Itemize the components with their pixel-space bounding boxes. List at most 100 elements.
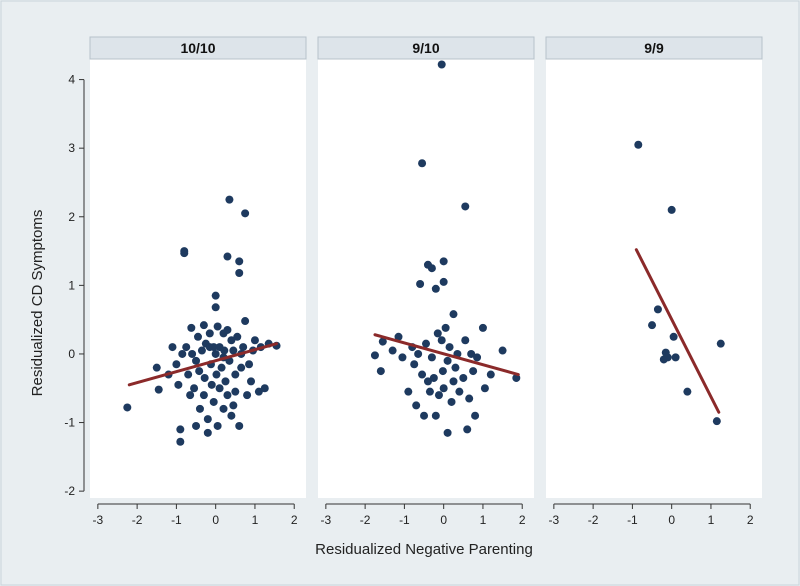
data-point bbox=[449, 310, 458, 319]
data-point bbox=[207, 380, 216, 389]
data-point bbox=[237, 363, 246, 372]
data-point bbox=[445, 343, 454, 352]
data-point bbox=[195, 404, 204, 413]
x-tick-label: 0 bbox=[440, 513, 447, 527]
x-tick-label: 0 bbox=[212, 513, 219, 527]
x-tick-label: -3 bbox=[549, 513, 560, 527]
data-point bbox=[176, 425, 185, 434]
data-point bbox=[443, 356, 452, 365]
y-tick-label: -2 bbox=[64, 484, 75, 498]
data-point bbox=[178, 349, 187, 358]
data-point bbox=[634, 140, 643, 149]
data-point bbox=[211, 303, 220, 312]
data-point bbox=[231, 387, 240, 396]
data-point bbox=[239, 343, 248, 352]
data-point bbox=[422, 339, 430, 348]
data-point bbox=[223, 325, 232, 334]
data-point bbox=[217, 363, 226, 372]
y-tick-label: 4 bbox=[68, 73, 75, 87]
data-point bbox=[211, 349, 220, 358]
data-point bbox=[211, 291, 220, 300]
y-tick-label: 3 bbox=[68, 141, 75, 155]
data-point bbox=[398, 353, 407, 362]
data-point bbox=[465, 394, 474, 403]
data-point bbox=[213, 421, 222, 430]
data-point bbox=[223, 391, 232, 400]
y-axis-title: Residualized CD Symptoms bbox=[29, 210, 46, 397]
data-point bbox=[463, 425, 472, 434]
data-point bbox=[712, 417, 721, 426]
data-point bbox=[498, 346, 507, 355]
data-point bbox=[186, 391, 195, 400]
data-point bbox=[447, 397, 456, 406]
data-point bbox=[241, 317, 250, 326]
data-point bbox=[184, 370, 193, 379]
data-point bbox=[203, 415, 212, 424]
fit-line bbox=[127, 342, 279, 387]
data-point bbox=[254, 387, 263, 396]
data-point bbox=[220, 346, 229, 355]
fit-line bbox=[373, 333, 520, 377]
panel-plot-area bbox=[318, 59, 534, 498]
data-point bbox=[241, 209, 250, 218]
data-point bbox=[437, 60, 446, 69]
data-point bbox=[229, 346, 238, 355]
data-point bbox=[661, 348, 670, 357]
data-point bbox=[209, 397, 218, 406]
data-point bbox=[459, 373, 468, 382]
fit-line bbox=[634, 248, 721, 414]
data-point bbox=[225, 195, 234, 204]
x-tick-label: -1 bbox=[171, 513, 182, 527]
data-point bbox=[439, 384, 448, 393]
data-point bbox=[648, 321, 657, 330]
panel-title: 9/9 bbox=[644, 40, 664, 56]
x-tick-label: -3 bbox=[93, 513, 104, 527]
x-tick-label: -1 bbox=[627, 513, 638, 527]
x-tick-label: -2 bbox=[360, 513, 371, 527]
data-point bbox=[671, 353, 680, 362]
data-point bbox=[667, 205, 676, 214]
data-point bbox=[199, 391, 208, 400]
panel-title: 9/10 bbox=[412, 40, 439, 56]
data-point bbox=[123, 403, 132, 412]
data-point bbox=[213, 322, 222, 331]
data-point bbox=[461, 336, 470, 345]
data-point bbox=[439, 257, 448, 266]
data-point bbox=[221, 377, 230, 386]
data-point bbox=[437, 336, 446, 345]
data-point bbox=[223, 252, 232, 261]
data-point bbox=[199, 321, 208, 330]
data-point bbox=[231, 370, 240, 379]
data-point bbox=[370, 351, 379, 360]
data-point bbox=[212, 370, 221, 379]
data-point bbox=[376, 367, 385, 376]
data-point bbox=[431, 411, 440, 420]
data-point bbox=[197, 346, 206, 355]
data-point bbox=[192, 421, 201, 430]
panels: 10/10 -3 -2 -1 0 1 2 9/10 -3 -2 -1 0 1 2 9/9 -3 -2 -1 0 1 2 -… bbox=[64, 36, 763, 527]
x-tick-label: 1 bbox=[708, 513, 715, 527]
data-point bbox=[449, 377, 458, 386]
data-point bbox=[235, 257, 244, 266]
panel-plot-area bbox=[546, 59, 762, 498]
y-tick-label: 1 bbox=[68, 278, 75, 292]
data-point bbox=[260, 384, 269, 393]
y-tick-label: -1 bbox=[64, 416, 75, 430]
data-point bbox=[192, 356, 201, 365]
panel-title: 10/10 bbox=[180, 40, 215, 56]
data-point bbox=[669, 332, 678, 341]
x-tick-label: 2 bbox=[291, 513, 298, 527]
data-point bbox=[427, 353, 436, 362]
data-point bbox=[434, 391, 443, 400]
data-point bbox=[247, 377, 256, 386]
data-point bbox=[203, 428, 212, 437]
data-point bbox=[429, 373, 438, 382]
panel-1: 10/10 -3 -2 -1 0 1 2 bbox=[89, 36, 307, 527]
data-point bbox=[716, 339, 725, 348]
data-point bbox=[461, 202, 470, 211]
x-tick-label: 0 bbox=[668, 513, 675, 527]
data-point bbox=[388, 346, 397, 355]
data-point bbox=[227, 411, 236, 420]
data-point bbox=[480, 384, 489, 393]
data-point bbox=[200, 373, 209, 382]
